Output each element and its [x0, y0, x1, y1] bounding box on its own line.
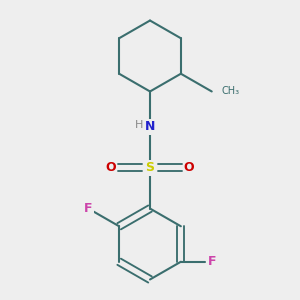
Text: S: S	[146, 161, 154, 174]
Text: O: O	[106, 161, 116, 174]
Text: O: O	[184, 161, 194, 174]
Text: F: F	[84, 202, 92, 215]
Text: H: H	[135, 120, 143, 130]
Text: F: F	[208, 255, 216, 268]
Text: CH₃: CH₃	[222, 86, 240, 97]
Text: N: N	[145, 120, 155, 134]
